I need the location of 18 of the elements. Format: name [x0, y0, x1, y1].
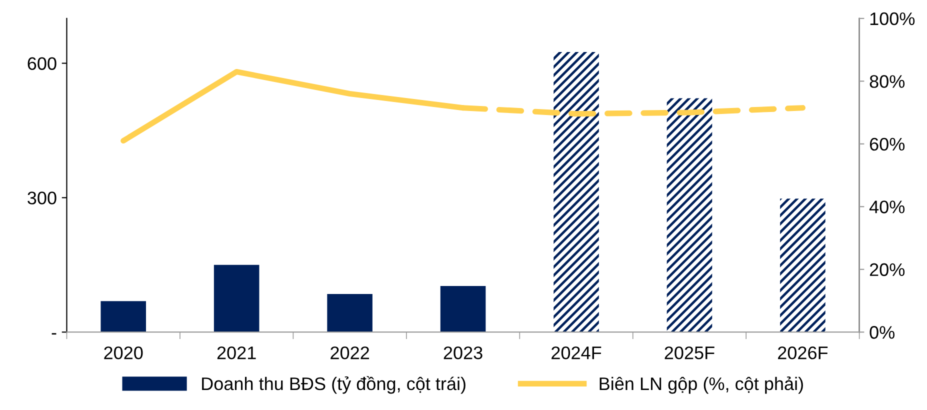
x-tick-label: 2021 — [217, 346, 256, 360]
x-tick-label: 2026F — [778, 346, 828, 360]
y-tick-label: - — [52, 333, 56, 335]
x-tick-label: 2025F — [664, 346, 714, 360]
y2-tick-label: 100% — [870, 12, 915, 26]
y-tick-label: 600 — [28, 57, 56, 70]
legend-label: Biên LN gộp (%, cột phải) — [600, 376, 803, 394]
y2-tick-label: 80% — [870, 75, 905, 88]
y2-tick-label: 40% — [869, 200, 905, 214]
y-tick-label: 300 — [28, 192, 56, 204]
y2-tick-label: 60% — [870, 138, 905, 151]
x-tick-label: 2023 — [444, 346, 482, 360]
y2-tick-label: 0% — [870, 326, 895, 339]
x-tick-label: 2024F — [552, 346, 602, 360]
x-tick-label: 2020 — [104, 346, 143, 360]
legend-label: Doanh thu BĐS (tỷ đồng, cột trái) — [202, 376, 466, 394]
y2-tick-label: 20% — [870, 263, 905, 276]
x-tick-label: 2022 — [330, 346, 369, 360]
